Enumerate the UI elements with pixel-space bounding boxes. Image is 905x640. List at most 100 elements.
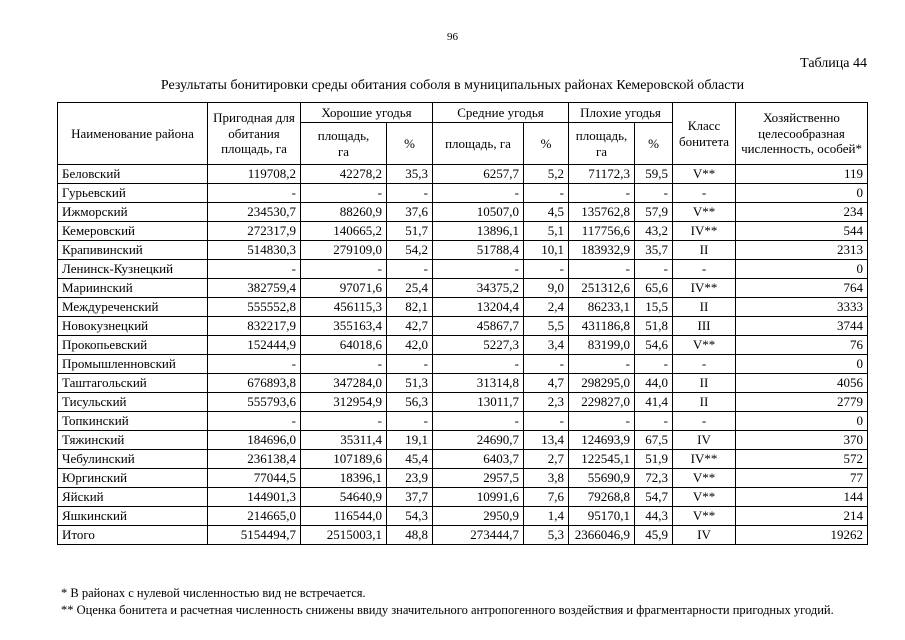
poor-area-cell: 71172,3 [568,164,636,184]
bonitet-class-cell: - [672,354,737,374]
table-row: Яшкинский 214665,0 116544,0 54,3 2950,9 1,4 95… [57,506,869,526]
good-percent-cell: 56,3 [386,392,433,412]
good-area-cell: 42278,2 [300,164,387,184]
good-percent-cell: 23,9 [386,468,433,488]
medium-percent-cell: 5,3 [522,525,570,545]
poor-area-cell: 251312,6 [568,278,636,298]
poor-area-cell: 298295,0 [568,373,636,393]
population-cell: 76 [735,335,869,355]
medium-percent-cell: 7,6 [522,487,570,507]
poor-percent-cell: - [634,354,674,374]
district-name-cell: Итого [57,525,208,545]
suitable-area-cell: - [207,354,301,374]
table-row: Междуреченский 555552,8 456115,3 82,1 13204,… [57,297,869,317]
header-poor-percent: % [634,122,674,165]
medium-area-cell: 13011,7 [432,392,524,412]
poor-percent-cell: 35,7 [634,240,674,260]
good-area-cell: 97071,6 [300,278,387,298]
table-title: Результаты бонитировки среды обитания со… [160,78,745,93]
medium-area-cell: 6403,7 [432,449,524,469]
suitable-area-cell: 555552,8 [207,297,301,317]
good-percent-cell: 25,4 [386,278,433,298]
good-percent-cell: 42,0 [386,335,433,355]
poor-area-cell: 183932,9 [568,240,636,260]
table-row: Мариинский 382759,4 97071,6 25,4 34375,2 9,0 2… [57,278,869,298]
medium-area-cell: - [432,183,524,203]
good-area-cell: 347284,0 [300,373,387,393]
good-area-cell: 54640,9 [300,487,387,507]
suitable-area-cell: 555793,6 [207,392,301,412]
good-percent-cell: - [386,183,433,203]
poor-percent-cell: 44,3 [634,506,674,526]
poor-percent-cell: 72,3 [634,468,674,488]
table-row: Тисульский 555793,6 312954,9 56,3 13011,7 2,3… [57,392,869,412]
bonitet-class-cell: IV [672,430,737,450]
bonitet-class-cell: IV [672,525,737,545]
good-percent-cell: 37,7 [386,487,433,507]
medium-percent-cell: 13,4 [522,430,570,450]
suitable-area-cell: 144901,3 [207,487,301,507]
district-name-cell: Новокузнецкий [57,316,208,336]
bonitet-class-cell: IV** [672,449,737,469]
good-percent-cell: 82,1 [386,297,433,317]
poor-area-cell: 83199,0 [568,335,636,355]
district-name-cell: Промышленновский [57,354,208,374]
header-good-percent: % [386,122,433,165]
table-caption-number: Таблица 44 [800,56,867,71]
bonitet-class-cell: V** [672,506,737,526]
population-cell: 77 [735,468,869,488]
population-cell: 544 [735,221,869,241]
good-area-cell: 279109,0 [300,240,387,260]
bonitet-table: Наименование района Пригодная для обитан… [57,102,869,545]
good-area-cell: 64018,6 [300,335,387,355]
header-good-area: площадь, га [300,122,387,165]
medium-percent-cell: - [522,411,570,431]
good-percent-cell: 37,6 [386,202,433,222]
bonitet-class-cell: - [672,183,737,203]
population-cell: 4056 [735,373,869,393]
population-cell: 764 [735,278,869,298]
medium-percent-cell: 10,1 [522,240,570,260]
poor-percent-cell: 45,9 [634,525,674,545]
bonitet-class-cell: V** [672,487,737,507]
district-name-cell: Гурьевский [57,183,208,203]
suitable-area-cell: 236138,4 [207,449,301,469]
medium-percent-cell: 1,4 [522,506,570,526]
medium-percent-cell: - [522,183,570,203]
suitable-area-cell: 152444,9 [207,335,301,355]
medium-percent-cell: 2,4 [522,297,570,317]
population-cell: 0 [735,183,869,203]
table-row: Гурьевский - - - - - - - -0 [57,183,869,203]
district-name-cell: Междуреченский [57,297,208,317]
poor-percent-cell: 51,8 [634,316,674,336]
district-name-cell: Яшкинский [57,506,208,526]
header-medium-percent: % [522,122,570,165]
suitable-area-cell: 382759,4 [207,278,301,298]
medium-percent-cell: 2,3 [522,392,570,412]
poor-percent-cell: - [634,183,674,203]
medium-percent-cell: - [522,354,570,374]
poor-area-cell: 117756,6 [568,221,636,241]
good-area-cell: 140665,2 [300,221,387,241]
header-suitable-area: Пригодная для обитания площадь, га [207,102,301,165]
medium-percent-cell: 4,7 [522,373,570,393]
suitable-area-cell: 5154494,7 [207,525,301,545]
table-row: Яйский 144901,3 54640,9 37,7 10991,6 7,6 79268… [57,487,869,507]
poor-area-cell: 135762,8 [568,202,636,222]
table-row: Крапивинский 514830,3 279109,0 54,2 51788,4 1… [57,240,869,260]
bonitet-class-cell: II [672,373,737,393]
footnote-1: * В районах с нулевой численностью вид н… [61,586,366,600]
good-area-cell: - [300,354,387,374]
good-area-cell: - [300,259,387,279]
suitable-area-cell: - [207,259,301,279]
suitable-area-cell: - [207,411,301,431]
poor-area-cell: 2366046,9 [568,525,636,545]
population-cell: 572 [735,449,869,469]
medium-area-cell: 45867,7 [432,316,524,336]
population-cell: 19262 [735,525,869,545]
suitable-area-cell: 676893,8 [207,373,301,393]
table-row: Тяжинский 184696,0 35311,4 19,1 24690,7 13,4 1… [57,430,869,450]
suitable-area-cell: 514830,3 [207,240,301,260]
header-sub-row: площадь, га % площадь, га % площадь, га … [58,122,868,165]
